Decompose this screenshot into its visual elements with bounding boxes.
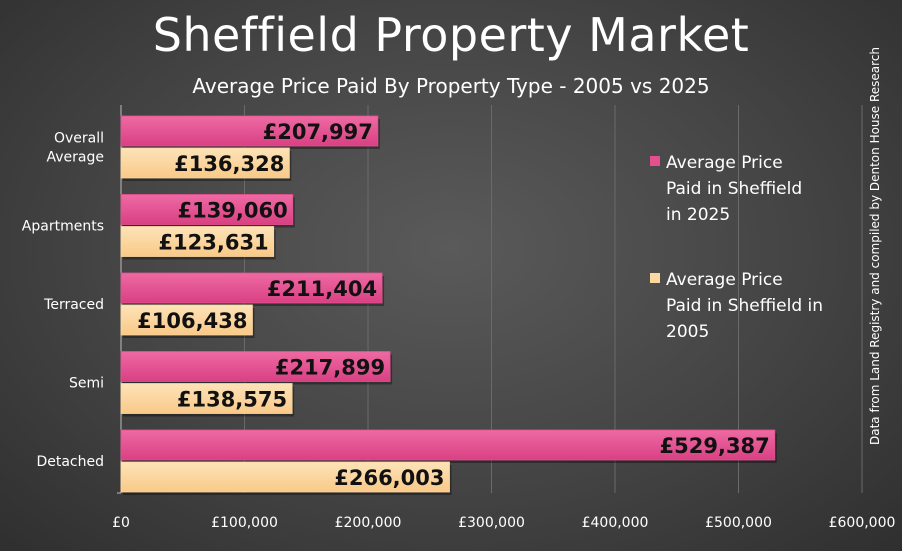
x-tick-label: £200,000 <box>335 515 402 531</box>
chart-subtitle: Average Price Paid By Property Type - 20… <box>192 74 710 98</box>
data-label: £106,438 <box>137 309 247 333</box>
x-tick-label: £400,000 <box>582 515 649 531</box>
x-tick-label: £0 <box>112 515 130 531</box>
category-label: Average <box>47 150 105 166</box>
data-label: £139,060 <box>177 199 287 223</box>
category-label: Terraced <box>43 297 104 313</box>
bar-2005 <box>120 147 290 179</box>
category-labels: Overall Average Apartments Terraced Semi Deta… <box>22 131 104 471</box>
data-label: £211,404 <box>267 277 377 301</box>
data-label: £123,631 <box>158 231 268 255</box>
data-label: £138,575 <box>177 388 287 412</box>
legend-swatch-2005 <box>650 273 660 283</box>
category-label: Overall <box>54 131 104 147</box>
bar-2025 <box>120 429 776 461</box>
legend-label: 2005 <box>666 322 709 342</box>
bar-2025 <box>120 272 383 304</box>
category-label: Semi <box>69 376 104 392</box>
data-label: £217,899 <box>275 356 385 380</box>
data-label: £207,997 <box>263 120 373 144</box>
x-tick-label: £600,000 <box>829 515 896 531</box>
chart-title: Sheffield Property Market <box>152 8 750 62</box>
category-label: Apartments <box>22 219 104 235</box>
bar-2005 <box>120 383 293 414</box>
x-tick-label: £100,000 <box>211 515 278 531</box>
bar-2025 <box>120 194 294 225</box>
legend: Average Price Paid in Sheffield in 2025 Ave… <box>650 153 823 342</box>
x-tick-label: £500,000 <box>705 515 772 531</box>
bar-2025 <box>120 115 379 147</box>
bar-2005 <box>120 461 450 493</box>
legend-label: Average Price <box>666 270 783 290</box>
bar-2005 <box>120 304 253 336</box>
legend-label: Average Price <box>666 153 783 173</box>
bars: £207,997 £136,328 £139,060 £123,631 £211,404… <box>120 115 777 495</box>
data-label: £266,003 <box>334 466 444 490</box>
x-axis-tick-labels: £0 £100,000 £200,000 £300,000 £400,000 £500,0… <box>112 515 895 531</box>
legend-swatch-2025 <box>650 156 660 166</box>
legend-label: in 2025 <box>666 205 730 225</box>
bar-2025 <box>120 351 391 382</box>
data-label: £529,387 <box>660 434 770 458</box>
data-label: £136,328 <box>174 152 284 176</box>
bar-2005 <box>120 226 275 257</box>
legend-label: Paid in Sheffield in <box>666 296 823 316</box>
legend-label: Paid in Sheffield <box>666 179 802 199</box>
category-label: Detached <box>36 454 104 470</box>
x-tick-label: £300,000 <box>458 515 525 531</box>
